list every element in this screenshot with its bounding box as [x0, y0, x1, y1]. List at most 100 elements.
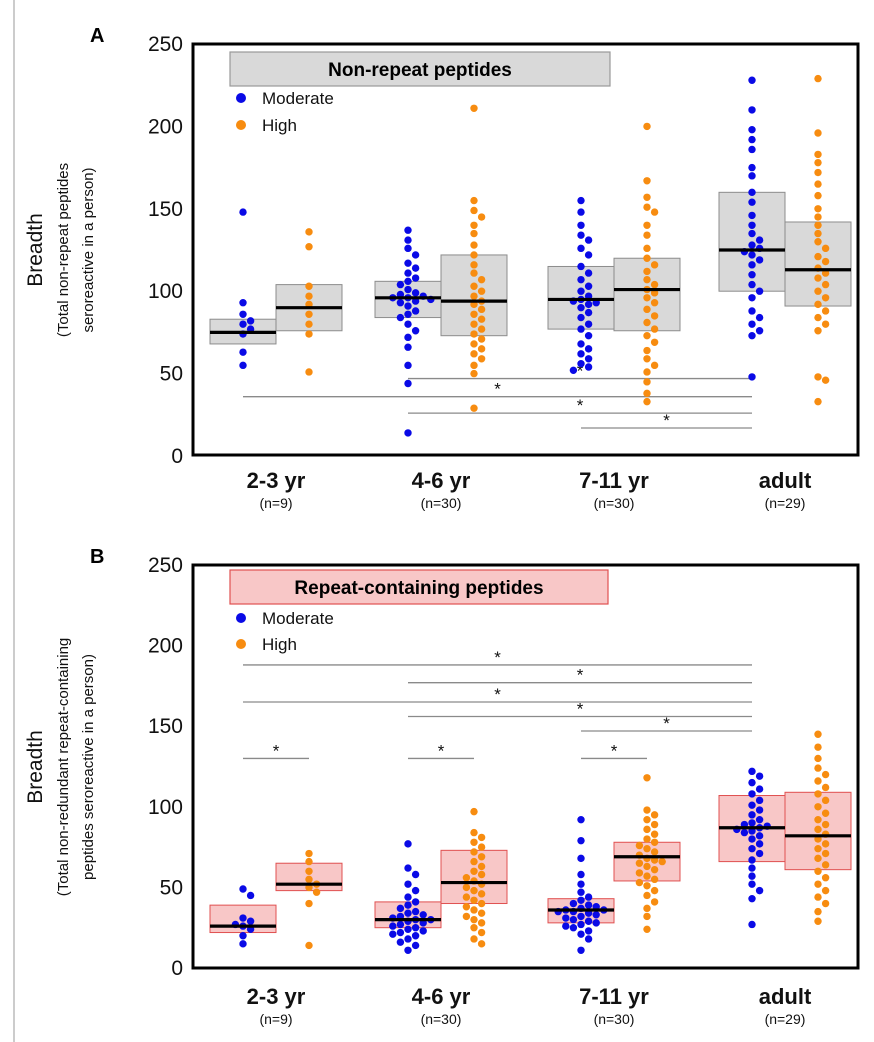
- y-tick-label: 200: [148, 635, 183, 658]
- data-point-moderate: [748, 251, 756, 259]
- data-point-high: [305, 368, 313, 376]
- data-point-high: [643, 267, 651, 276]
- data-point-high: [643, 331, 651, 340]
- data-point-moderate: [748, 872, 756, 880]
- data-point-moderate: [584, 236, 593, 244]
- data-point-moderate: [748, 76, 756, 84]
- data-point-moderate: [396, 313, 405, 322]
- data-point-high: [305, 899, 313, 908]
- data-point-moderate: [404, 259, 412, 267]
- data-point-moderate: [577, 854, 585, 863]
- x-group-label: adult: [759, 984, 812, 1009]
- data-point-moderate: [755, 327, 764, 335]
- data-point-moderate: [404, 343, 412, 351]
- data-point-moderate: [755, 806, 764, 814]
- legend-label-moderate: Moderate: [262, 609, 334, 628]
- data-point-high: [814, 825, 822, 834]
- data-point-moderate: [577, 287, 585, 295]
- data-point-high: [643, 368, 651, 376]
- data-point-moderate: [755, 815, 764, 824]
- x-group-n-label: (n=9): [259, 1011, 292, 1027]
- data-point-high: [814, 229, 822, 238]
- data-point-moderate: [755, 886, 764, 895]
- data-point-high: [821, 861, 830, 869]
- data-point-high: [477, 909, 486, 917]
- data-point-high: [814, 803, 822, 811]
- data-point-high: [643, 825, 651, 834]
- data-point-moderate: [748, 211, 756, 220]
- x-group-label: 2-3 yr: [247, 984, 306, 1009]
- data-point-high: [821, 796, 830, 805]
- data-point-high: [470, 221, 478, 229]
- data-point-moderate: [411, 924, 420, 932]
- data-point-moderate: [404, 320, 412, 328]
- panel-title-box: [229, 569, 609, 605]
- data-point-high: [305, 330, 313, 338]
- data-point-high: [821, 783, 830, 792]
- data-point-high: [477, 899, 486, 908]
- data-point-high: [305, 310, 313, 318]
- data-point-high: [470, 330, 478, 338]
- data-point-moderate: [755, 772, 764, 780]
- data-point-moderate: [404, 285, 412, 294]
- data-point-high: [650, 361, 659, 370]
- data-point-moderate: [748, 801, 756, 809]
- data-point-moderate: [404, 379, 412, 388]
- data-point-moderate: [755, 785, 764, 793]
- data-point-moderate: [755, 287, 764, 295]
- data-point-moderate: [404, 925, 412, 934]
- y-tick-label: 250: [148, 33, 183, 56]
- data-point-high: [643, 244, 651, 253]
- data-point-moderate: [577, 313, 585, 322]
- data-point-moderate: [411, 932, 420, 940]
- data-point-high: [814, 743, 822, 751]
- data-point-moderate: [562, 922, 570, 930]
- data-point-high: [470, 915, 478, 924]
- data-point-high: [305, 849, 313, 858]
- data-point-high: [814, 907, 822, 916]
- data-point-high: [814, 158, 822, 167]
- panel-title: Repeat-containing peptides: [294, 578, 543, 599]
- y-tick-label: 100: [148, 280, 183, 303]
- data-point-high: [477, 833, 486, 842]
- data-point-high: [477, 335, 486, 343]
- y-axis-sublabel-2: seroreactive in a person): [80, 167, 97, 332]
- data-point-high: [643, 221, 651, 229]
- data-point-moderate: [748, 241, 756, 249]
- data-point-moderate: [389, 930, 397, 938]
- data-point-moderate: [584, 282, 593, 290]
- data-point-moderate: [577, 231, 585, 239]
- significance-star: *: [494, 685, 501, 704]
- data-point-moderate: [755, 313, 764, 322]
- legend-marker-high: [236, 639, 246, 649]
- data-point-moderate: [748, 894, 756, 903]
- data-point-high: [477, 870, 486, 879]
- significance-star: *: [577, 396, 584, 415]
- data-point-high: [821, 307, 830, 315]
- data-point-high: [814, 917, 822, 925]
- x-group-label: 7-11 yr: [579, 468, 649, 493]
- data-point-moderate: [239, 885, 247, 893]
- data-point-high: [643, 904, 651, 913]
- data-point-moderate: [748, 172, 756, 180]
- data-point-high: [470, 229, 478, 238]
- data-point-moderate: [404, 864, 412, 872]
- data-point-moderate: [569, 899, 578, 908]
- data-point-moderate: [577, 221, 585, 229]
- panel-label: B: [90, 546, 104, 568]
- data-point-high: [643, 378, 651, 386]
- significance-star: *: [438, 741, 445, 760]
- data-point-moderate: [577, 275, 585, 284]
- data-point-high: [814, 180, 822, 188]
- data-point-high: [821, 849, 830, 858]
- data-point-moderate: [404, 277, 412, 286]
- data-point-moderate: [748, 864, 756, 872]
- data-point-moderate: [577, 870, 585, 879]
- data-point-high: [470, 310, 478, 318]
- data-point-moderate: [584, 917, 593, 925]
- data-point-high: [470, 848, 478, 856]
- x-group-label: 4-6 yr: [412, 984, 471, 1009]
- data-point-high: [650, 848, 659, 856]
- data-point-moderate: [584, 251, 593, 259]
- data-point-high: [643, 254, 651, 262]
